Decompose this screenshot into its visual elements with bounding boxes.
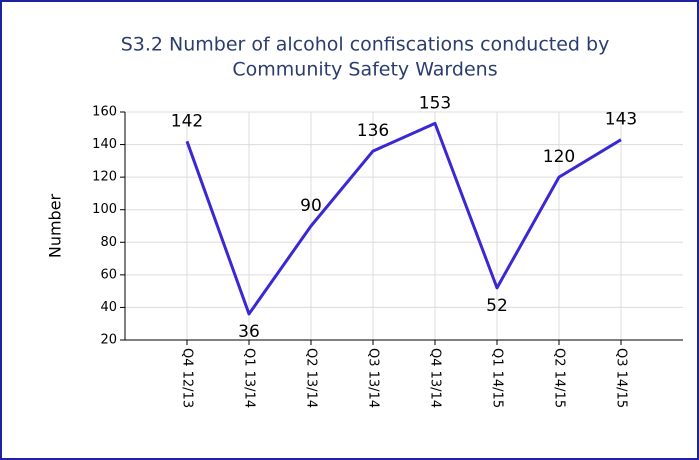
data-label: 90: [300, 196, 322, 216]
x-tick-label: Q2 14/15: [552, 348, 567, 408]
chart-title: Community Safety Wardens: [232, 59, 497, 81]
data-label: 142: [171, 111, 203, 131]
y-tick-label: 20: [100, 333, 117, 348]
y-tick-label: 140: [92, 137, 117, 152]
x-tick-label: Q4 13/14: [428, 348, 443, 408]
x-tick-label: Q1 14/15: [490, 348, 505, 408]
data-label: 120: [543, 147, 575, 167]
y-tick-label: 60: [100, 267, 117, 282]
data-label: 143: [605, 110, 637, 130]
x-tick-label: Q3 13/14: [366, 348, 381, 408]
y-tick-label: 40: [100, 300, 117, 315]
data-label: 153: [419, 93, 451, 113]
chart-title: S3.2 Number of alcohol confiscations con…: [121, 34, 610, 56]
y-tick-label: 80: [100, 235, 117, 250]
x-tick-label: Q3 14/15: [614, 348, 629, 408]
data-label: 36: [238, 322, 260, 342]
y-tick-label: 100: [92, 202, 117, 217]
x-tick-label: Q1 13/14: [242, 348, 257, 408]
data-label: 136: [357, 121, 389, 141]
y-axis-label: Number: [46, 193, 65, 258]
y-tick-label: 120: [92, 170, 117, 185]
y-tick-label: 160: [92, 105, 117, 120]
series-line: [185, 121, 622, 316]
x-tick-label: Q4 12/13: [180, 348, 195, 408]
x-tick-label: Q2 13/14: [304, 348, 319, 408]
data-label: 52: [486, 296, 508, 316]
